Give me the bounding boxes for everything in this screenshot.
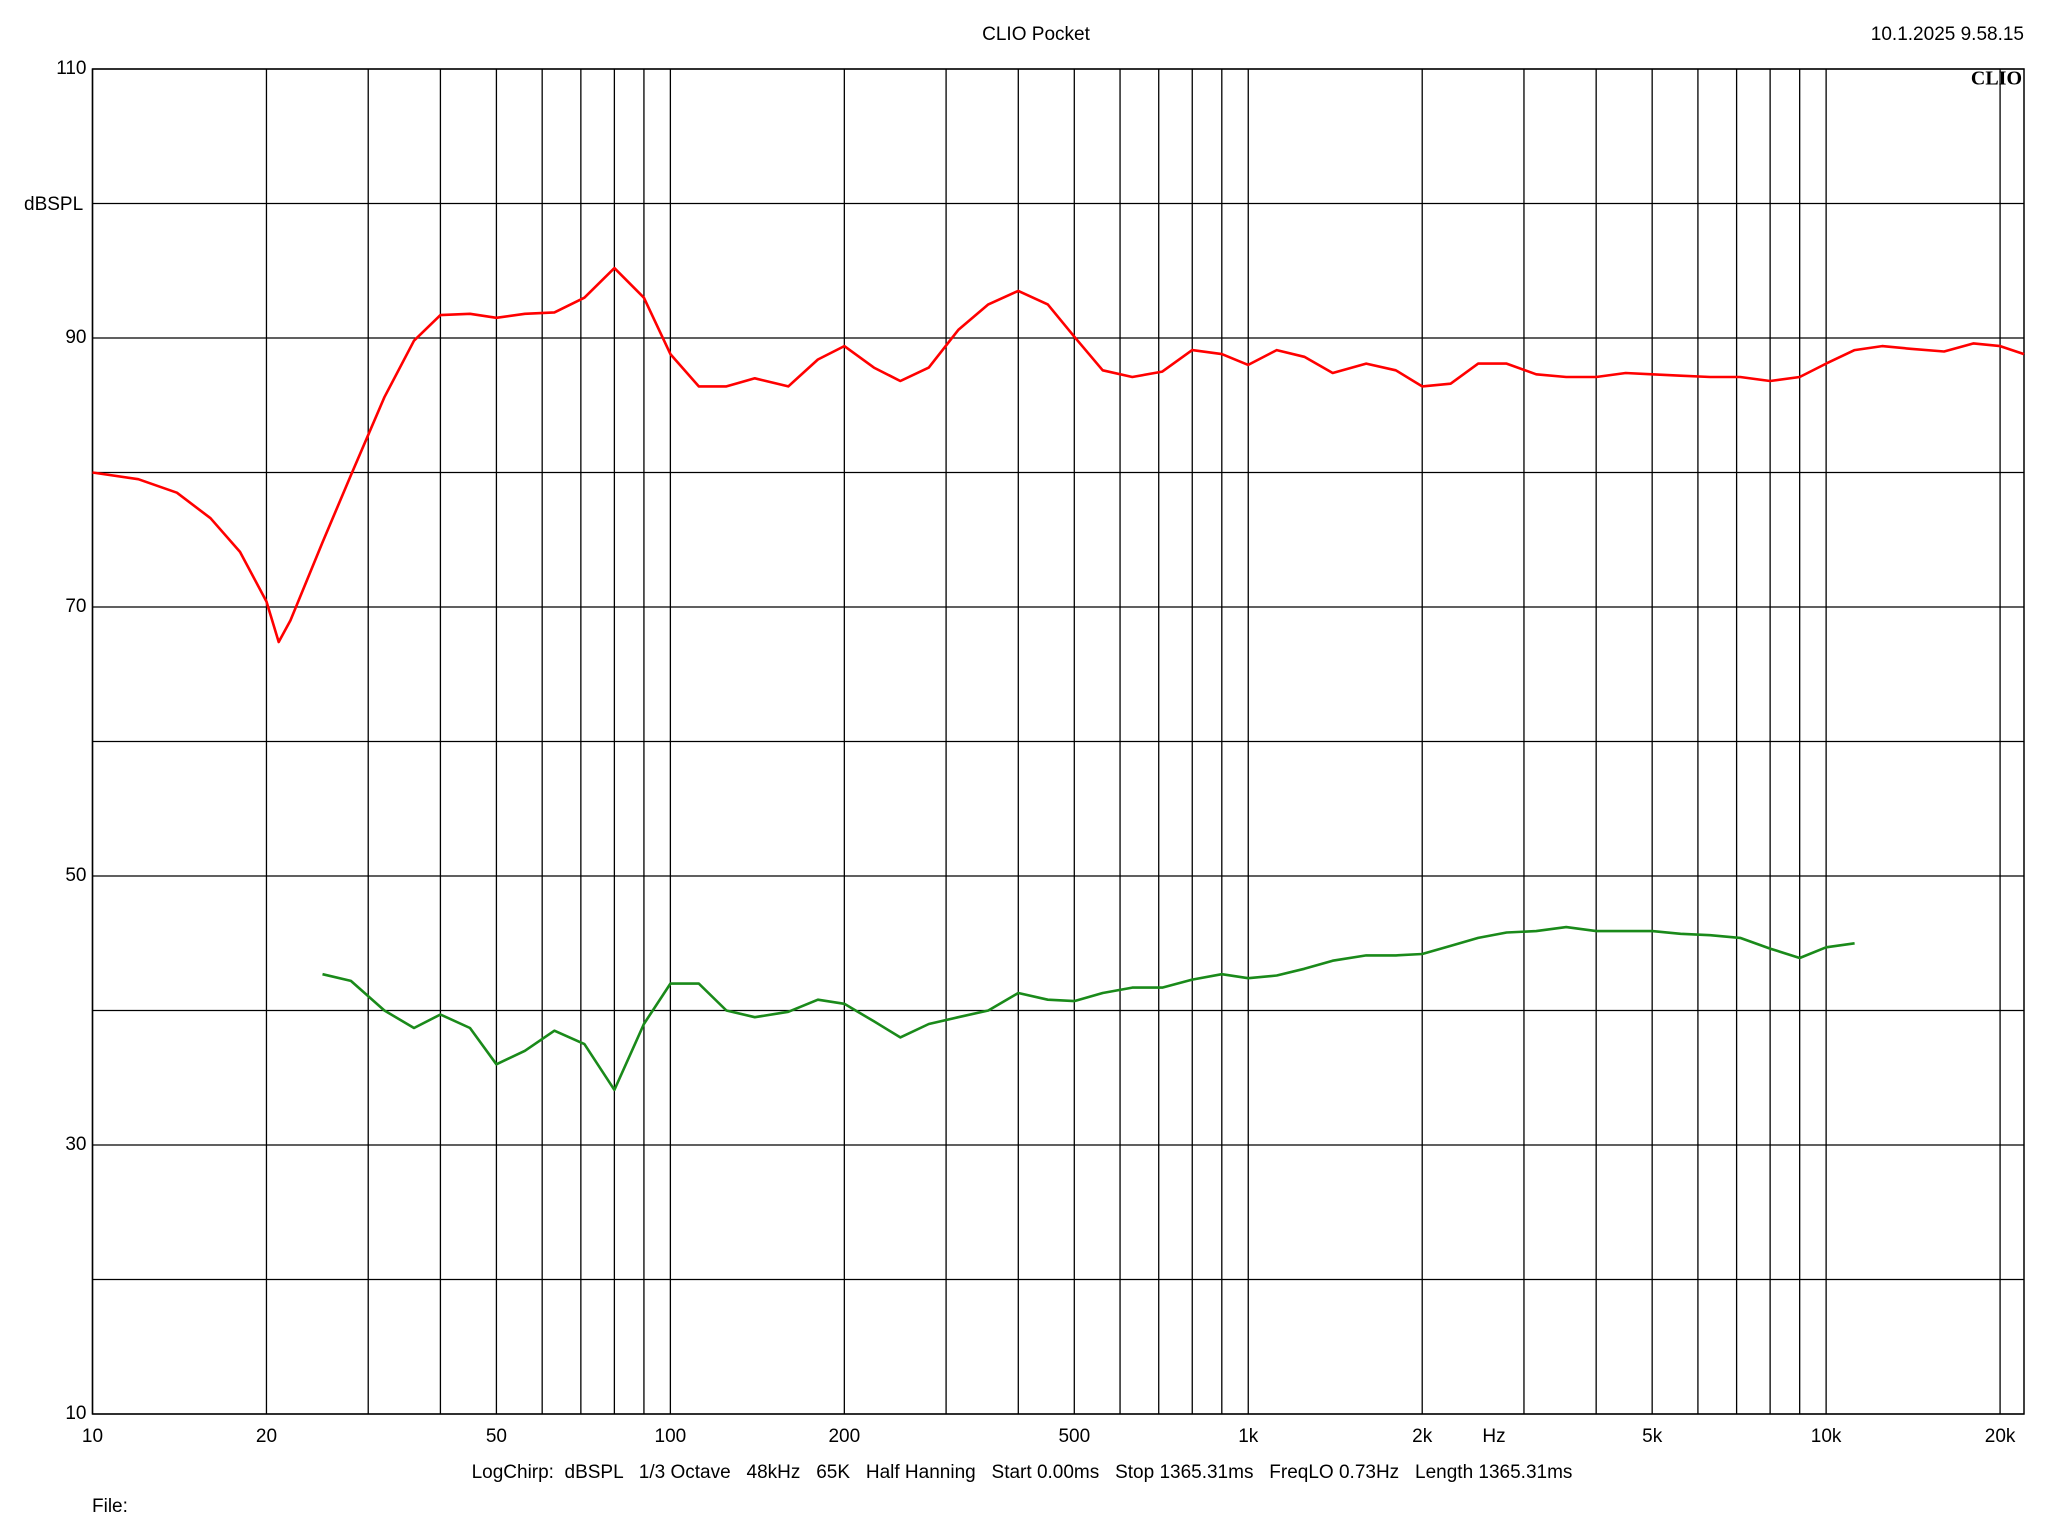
- y-tick-label: 70: [65, 596, 86, 617]
- x-tick-label: 20: [256, 1426, 277, 1447]
- series-line: [322, 925, 1855, 1092]
- y-tick-label: 90: [65, 327, 86, 348]
- x-tick-label: 5k: [1642, 1426, 1663, 1447]
- x-tick-label: 20k: [1985, 1426, 2016, 1447]
- y-tick-label: 50: [65, 865, 86, 886]
- logo: CLIO: [1971, 68, 2022, 90]
- footer: LogChirp: dBSPL 1/3 Octave 48kHz 65K Hal…: [472, 1462, 1573, 1483]
- x-tick-label: 500: [1058, 1426, 1090, 1447]
- x-tick-label: 10k: [1811, 1426, 1842, 1447]
- x-tick-label: 100: [655, 1426, 687, 1447]
- x-tick-label: 2k: [1412, 1426, 1433, 1447]
- x-tick-label: 50: [486, 1426, 507, 1447]
- file-label: File:: [92, 1496, 128, 1517]
- timestamp: 10.1.2025 9.58.15: [1871, 24, 2024, 45]
- series-line: [92, 266, 2025, 644]
- plot-frame: [91, 68, 2025, 1415]
- x-axis-label: Hz: [1482, 1426, 1505, 1447]
- y-axis-label: dBSPL: [24, 194, 83, 215]
- y-tick-label: 110: [56, 58, 86, 79]
- x-tick-label: 10: [82, 1426, 103, 1447]
- y-tick-label: 30: [65, 1134, 86, 1155]
- x-tick-label: 1k: [1238, 1426, 1259, 1447]
- x-tick-label: 200: [828, 1426, 860, 1447]
- y-tick-label: 10: [65, 1403, 86, 1424]
- chart-title: CLIO Pocket: [982, 24, 1090, 45]
